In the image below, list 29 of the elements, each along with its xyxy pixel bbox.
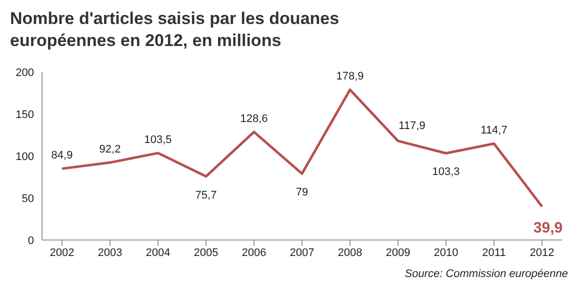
x-tick-label: 2010: [434, 246, 458, 259]
data-label: 84,9: [51, 150, 73, 162]
y-tick-label: 100: [16, 150, 34, 163]
data-label: 178,9: [336, 70, 364, 83]
data-label: 39,9: [533, 219, 563, 236]
data-label: 117,9: [398, 120, 426, 132]
y-tick-label: 50: [22, 192, 34, 205]
data-label: 79: [296, 186, 308, 199]
x-tick-label: 2006: [242, 246, 266, 259]
data-label: 103,5: [144, 134, 172, 146]
source-note: Source: Commission européenne: [404, 268, 568, 280]
data-label: 128,6: [240, 112, 268, 125]
data-label: 114,7: [480, 124, 508, 137]
x-tick-label: 2003: [98, 246, 122, 259]
y-tick-label: 200: [16, 66, 34, 79]
x-tick-label: 2008: [338, 246, 362, 259]
data-label: 103,3: [432, 166, 460, 178]
x-tick-label: 2007: [290, 246, 314, 259]
data-label: 75,7: [195, 189, 217, 202]
chart-title: Nombre d'articles saisis par les douanes européennes en 2012, en millions: [10, 8, 340, 52]
x-tick-label: 2011: [482, 246, 506, 259]
y-tick-label: 150: [16, 108, 34, 121]
x-tick-label: 2002: [50, 246, 74, 259]
x-tick-label: 2005: [194, 246, 218, 259]
data-label: 92,2: [99, 144, 121, 156]
x-tick-label: 2012: [530, 246, 554, 259]
x-tick-label: 2009: [386, 246, 410, 259]
x-tick-label: 2004: [146, 246, 170, 259]
y-tick-label: 0: [28, 234, 34, 247]
